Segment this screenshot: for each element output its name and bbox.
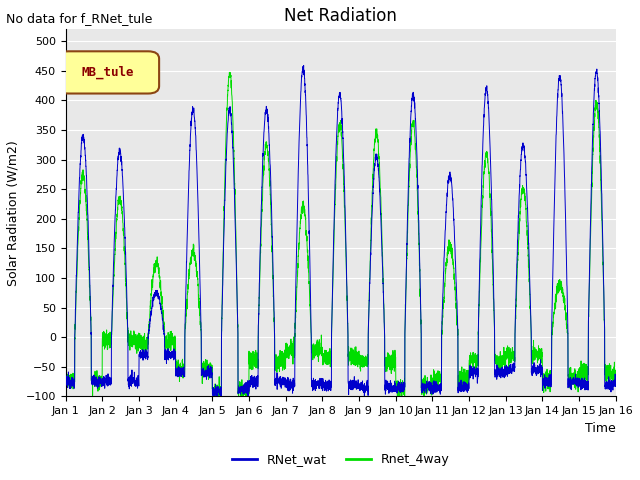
Rnet_4way [161, 334, 168, 340]
Rnet_4way [239, 402, 247, 408]
Rnet_4way [611, 368, 619, 373]
RNet_wat [61, 379, 69, 385]
Legend: RNet_wat, Rnet_4way: RNet_wat, Rnet_4way [227, 448, 454, 471]
Rnet_4way [434, 377, 442, 383]
Rnet_4way [321, 355, 328, 360]
Title: Net Radiation: Net Radiation [284, 7, 397, 25]
Line: RNet_wat: RNet_wat [65, 65, 616, 400]
RNet_wat [218, 397, 225, 403]
RNet_wat [495, 372, 503, 377]
Line: Rnet_4way: Rnet_4way [65, 72, 616, 405]
RNet_wat [321, 380, 328, 385]
Text: MB_tule: MB_tule [82, 66, 134, 79]
Y-axis label: Solar Radiation (W/m2): Solar Radiation (W/m2) [7, 140, 20, 286]
X-axis label: Time: Time [585, 421, 616, 435]
Text: No data for f_RNet_tule: No data for f_RNet_tule [6, 12, 153, 25]
Rnet_4way [61, 373, 69, 379]
RNet_wat [300, 62, 307, 68]
RNet_wat [611, 371, 619, 377]
RNet_wat [464, 386, 472, 392]
Rnet_4way [612, 372, 620, 377]
FancyBboxPatch shape [58, 51, 159, 94]
RNet_wat [161, 334, 168, 339]
Rnet_4way [495, 362, 503, 368]
Rnet_4way [464, 377, 472, 383]
RNet_wat [612, 384, 620, 389]
RNet_wat [434, 382, 442, 388]
Rnet_4way [226, 70, 234, 75]
